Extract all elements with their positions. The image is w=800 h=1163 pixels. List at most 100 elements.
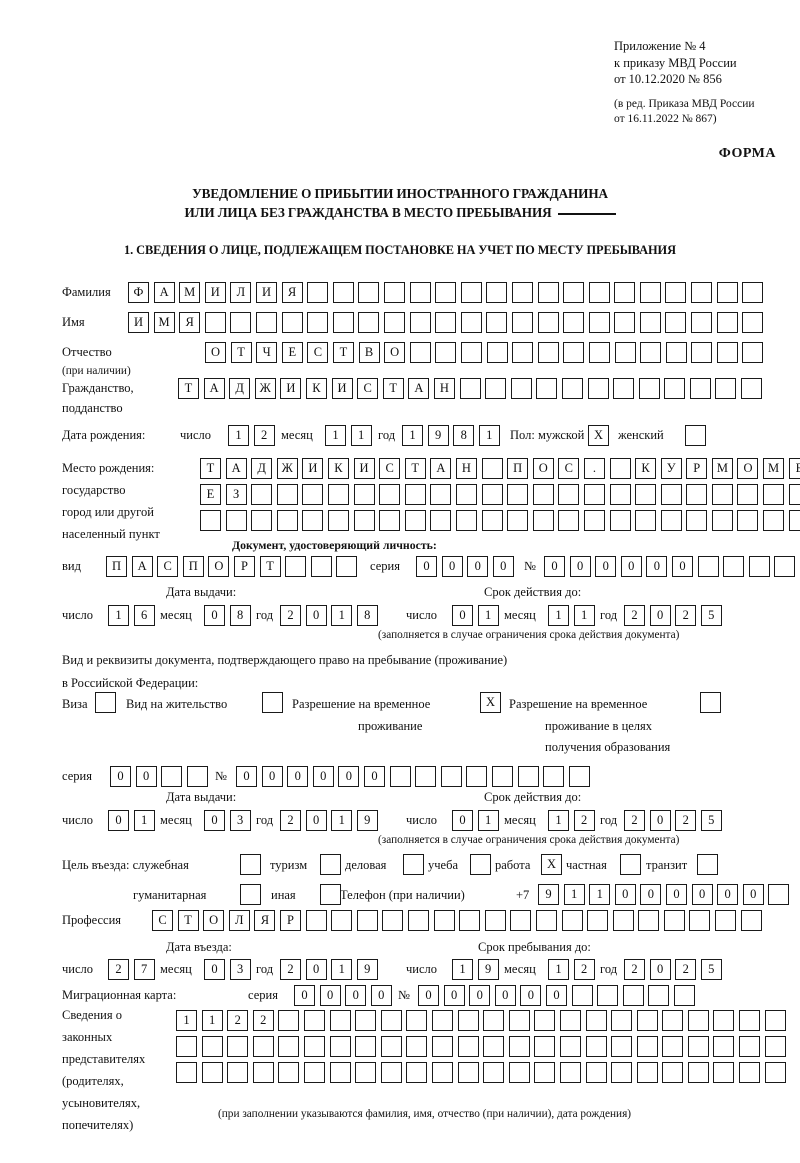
char-cell[interactable] — [742, 342, 764, 363]
char-cell[interactable]: Е — [281, 342, 303, 363]
purpose-official-checkbox[interactable] — [240, 854, 261, 875]
char-cell[interactable] — [225, 510, 247, 531]
char-cell[interactable] — [536, 378, 558, 399]
char-cell[interactable] — [302, 510, 324, 531]
char-cell[interactable] — [638, 910, 660, 931]
char-cell[interactable]: 1 — [402, 425, 423, 446]
char-cell[interactable] — [481, 484, 503, 505]
char-cell[interactable] — [537, 282, 559, 303]
char-cell[interactable]: Р — [279, 910, 301, 931]
char-cell[interactable]: И — [204, 282, 226, 303]
char-cell[interactable] — [715, 378, 737, 399]
char-cell[interactable] — [204, 312, 226, 333]
char-cell[interactable]: Т — [200, 458, 221, 479]
char-cell[interactable] — [407, 910, 429, 931]
char-cell[interactable] — [303, 1062, 325, 1083]
char-cell[interactable]: 3 — [229, 810, 251, 831]
char-cell[interactable] — [716, 342, 738, 363]
char-cell[interactable] — [507, 484, 529, 505]
char-cell[interactable]: Я — [179, 312, 201, 333]
char-cell[interactable] — [329, 1036, 351, 1057]
char-cell[interactable]: З — [225, 484, 247, 505]
char-cell[interactable] — [406, 1010, 428, 1031]
char-cell[interactable] — [358, 312, 380, 333]
char-cell[interactable]: 0 — [545, 985, 567, 1006]
char-cell[interactable] — [697, 854, 718, 875]
char-cell[interactable] — [673, 985, 695, 1006]
char-cell[interactable]: 0 — [236, 766, 257, 787]
char-cell[interactable]: 9 — [356, 959, 378, 980]
char-cell[interactable] — [715, 910, 737, 931]
char-cell[interactable] — [255, 312, 277, 333]
char-cell[interactable]: 0 — [665, 884, 687, 905]
char-cell[interactable] — [764, 1036, 786, 1057]
char-cell[interactable]: И — [331, 378, 353, 399]
char-cell[interactable] — [639, 282, 661, 303]
char-cell[interactable]: Т — [404, 458, 426, 479]
char-cell[interactable]: А — [131, 556, 153, 577]
char-cell[interactable] — [320, 854, 341, 875]
char-cell[interactable] — [691, 312, 713, 333]
purpose-business-checkbox[interactable] — [403, 854, 424, 875]
char-cell[interactable] — [588, 312, 610, 333]
char-cell[interactable]: 2 — [280, 605, 301, 626]
char-cell[interactable] — [403, 854, 424, 875]
char-cell[interactable] — [764, 1010, 786, 1031]
char-cell[interactable] — [534, 1036, 556, 1057]
char-cell[interactable] — [404, 510, 426, 531]
char-cell[interactable] — [511, 312, 533, 333]
char-cell[interactable] — [433, 910, 455, 931]
char-cell[interactable]: 9 — [356, 810, 378, 831]
char-cell[interactable]: 0 — [649, 959, 671, 980]
char-cell[interactable]: Б — [788, 458, 800, 479]
char-cell[interactable]: 0 — [649, 605, 671, 626]
char-cell[interactable]: 1 — [589, 884, 611, 905]
char-cell[interactable] — [742, 282, 764, 303]
sex-male-checkbox[interactable]: X — [588, 425, 609, 446]
char-cell[interactable]: 0 — [418, 985, 439, 1006]
char-cell[interactable] — [689, 378, 711, 399]
char-cell[interactable]: 9 — [427, 425, 449, 446]
char-cell[interactable] — [435, 312, 457, 333]
char-cell[interactable] — [251, 510, 273, 531]
char-cell[interactable] — [585, 1062, 607, 1083]
char-cell[interactable]: 1 — [108, 605, 129, 626]
char-cell[interactable]: 0 — [363, 766, 385, 787]
char-cell[interactable] — [660, 484, 682, 505]
char-cell[interactable] — [568, 766, 590, 787]
char-cell[interactable] — [240, 884, 261, 905]
char-cell[interactable]: 0 — [452, 605, 473, 626]
purpose-tourism-checkbox[interactable] — [320, 854, 341, 875]
char-cell[interactable] — [252, 1062, 274, 1083]
char-cell[interactable]: У — [660, 458, 682, 479]
char-cell[interactable] — [355, 1062, 377, 1083]
char-cell[interactable]: А — [430, 458, 452, 479]
char-cell[interactable]: 5 — [700, 605, 722, 626]
char-cell[interactable] — [635, 510, 657, 531]
char-cell[interactable] — [508, 1036, 530, 1057]
char-cell[interactable] — [639, 312, 661, 333]
char-cell[interactable] — [481, 458, 503, 479]
char-cell[interactable] — [285, 556, 307, 577]
char-cell[interactable] — [716, 282, 738, 303]
legal-cells-row-2[interactable] — [176, 1036, 786, 1057]
purpose-other-checkbox[interactable] — [320, 884, 341, 905]
char-cell[interactable] — [613, 378, 635, 399]
char-cell[interactable]: С — [157, 556, 179, 577]
char-cell[interactable]: Р — [686, 458, 708, 479]
char-cell[interactable] — [788, 484, 800, 505]
char-cell[interactable]: 2 — [573, 810, 595, 831]
char-cell[interactable] — [380, 1062, 402, 1083]
char-cell[interactable] — [561, 910, 583, 931]
char-cell[interactable] — [302, 484, 324, 505]
